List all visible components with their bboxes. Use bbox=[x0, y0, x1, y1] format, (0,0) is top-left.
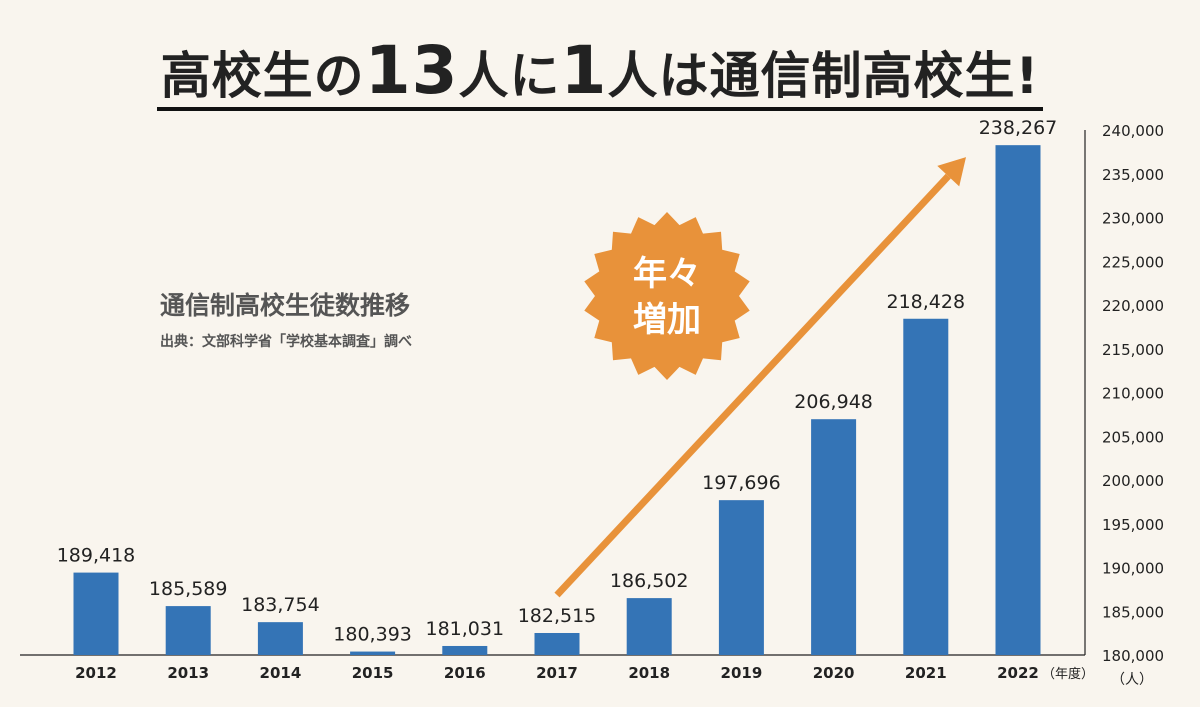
x-tick-label: 2014 bbox=[260, 664, 302, 682]
x-tick-label: 2017 bbox=[536, 664, 578, 682]
y-tick-label: 200,000 bbox=[1102, 472, 1164, 490]
badge-line-1: 年々 bbox=[633, 254, 701, 294]
headline-part-3: 人は通信制高校生! bbox=[607, 47, 1040, 105]
x-tick-label: 2021 bbox=[905, 664, 947, 682]
bar-value-label: 197,696 bbox=[702, 472, 781, 494]
x-tick-label: 2015 bbox=[352, 664, 394, 682]
x-tick-label: 2022 bbox=[997, 664, 1039, 682]
bar-value-label: 206,948 bbox=[794, 391, 873, 413]
source-note: 出典：文部科学省「学校基本調査」調べ bbox=[160, 334, 412, 350]
trend-arrow-shaft bbox=[554, 173, 951, 598]
bar-value-label: 238,267 bbox=[979, 117, 1058, 139]
bar bbox=[811, 419, 857, 655]
bar-value-label: 181,031 bbox=[426, 618, 505, 640]
x-tick-label: 2013 bbox=[167, 664, 209, 682]
y-tick-label: 210,000 bbox=[1102, 385, 1164, 403]
headline: 高校生の13人に1人は通信制高校生! bbox=[0, 38, 1200, 111]
y-tick-label: 215,000 bbox=[1102, 341, 1164, 359]
y-tick-label: 185,000 bbox=[1102, 603, 1164, 621]
bar bbox=[350, 651, 396, 655]
trend-arrow-head bbox=[937, 157, 966, 187]
bar bbox=[903, 318, 949, 655]
x-tick-label: 2012 bbox=[75, 664, 117, 682]
bar bbox=[165, 606, 211, 655]
bar-value-label: 218,428 bbox=[887, 291, 966, 313]
y-tick-label: 240,000 bbox=[1102, 122, 1164, 140]
y-axis-label: （人） bbox=[1111, 672, 1153, 688]
x-axis-label: （年度） bbox=[1042, 666, 1094, 682]
y-tick-label: 225,000 bbox=[1102, 253, 1164, 271]
headline-number-13: 13 bbox=[364, 32, 459, 109]
chart-subtitle: 通信制高校生徒数推移 bbox=[160, 291, 411, 320]
bar-value-label: 180,393 bbox=[333, 624, 412, 646]
headline-part-2: 人に bbox=[458, 47, 561, 105]
x-tick-label: 2019 bbox=[721, 664, 763, 682]
y-tick-label: 190,000 bbox=[1102, 560, 1164, 578]
bar-value-label: 189,418 bbox=[57, 545, 136, 567]
bar bbox=[626, 598, 672, 655]
y-tick-label: 230,000 bbox=[1102, 210, 1164, 228]
x-tick-label: 2016 bbox=[444, 664, 486, 682]
bar bbox=[995, 145, 1041, 655]
bar bbox=[718, 500, 764, 655]
headline-number-1: 1 bbox=[560, 32, 608, 109]
y-tick-label: 195,000 bbox=[1102, 516, 1164, 534]
badge-text: 年々 増加 bbox=[582, 251, 752, 343]
x-tick-label: 2018 bbox=[628, 664, 670, 682]
bar bbox=[534, 632, 580, 655]
headline-text: 高校生の13人に1人は通信制高校生! bbox=[156, 38, 1044, 111]
increase-badge: 年々 増加 bbox=[582, 211, 752, 381]
badge-line-2: 増加 bbox=[633, 300, 701, 340]
bar-value-label: 185,589 bbox=[149, 578, 228, 600]
y-tick-label: 205,000 bbox=[1102, 428, 1164, 446]
bar bbox=[257, 622, 303, 655]
y-tick-label: 220,000 bbox=[1102, 297, 1164, 315]
y-tick-label: 235,000 bbox=[1102, 166, 1164, 184]
bar bbox=[442, 645, 488, 655]
bar-value-label: 183,754 bbox=[241, 594, 320, 616]
headline-part-1: 高校生の bbox=[160, 47, 365, 105]
bar-value-label: 182,515 bbox=[518, 605, 597, 627]
x-tick-label: 2020 bbox=[813, 664, 855, 682]
y-tick-label: 180,000 bbox=[1102, 647, 1164, 665]
starburst-shape bbox=[584, 212, 750, 380]
bar-value-label: 186,502 bbox=[610, 570, 689, 592]
bar bbox=[73, 572, 119, 655]
